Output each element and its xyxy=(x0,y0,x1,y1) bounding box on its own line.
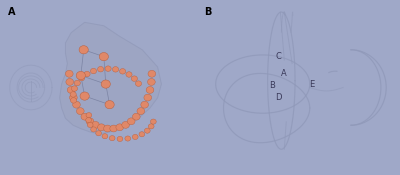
Circle shape xyxy=(74,80,80,86)
Circle shape xyxy=(70,94,77,101)
Circle shape xyxy=(105,66,111,71)
Circle shape xyxy=(144,128,150,133)
Circle shape xyxy=(87,122,93,128)
Circle shape xyxy=(120,69,126,74)
Circle shape xyxy=(86,113,92,118)
Circle shape xyxy=(132,113,140,120)
Circle shape xyxy=(104,125,111,132)
Circle shape xyxy=(70,92,76,97)
Circle shape xyxy=(109,136,115,141)
Circle shape xyxy=(132,134,138,139)
Circle shape xyxy=(144,94,152,101)
Circle shape xyxy=(79,46,88,54)
Circle shape xyxy=(81,113,89,120)
Text: B: B xyxy=(270,81,276,90)
Circle shape xyxy=(86,118,94,125)
Circle shape xyxy=(125,136,131,141)
Circle shape xyxy=(78,75,85,81)
Circle shape xyxy=(102,134,108,139)
Circle shape xyxy=(90,68,96,74)
Circle shape xyxy=(84,71,90,77)
Circle shape xyxy=(127,118,135,125)
Circle shape xyxy=(126,72,132,77)
Circle shape xyxy=(131,76,138,81)
Circle shape xyxy=(105,100,114,109)
Circle shape xyxy=(67,86,75,93)
Circle shape xyxy=(80,92,89,100)
Circle shape xyxy=(139,132,145,137)
Circle shape xyxy=(137,108,145,115)
Circle shape xyxy=(122,121,130,128)
Circle shape xyxy=(110,125,118,132)
Circle shape xyxy=(150,119,156,124)
Circle shape xyxy=(98,66,104,72)
Circle shape xyxy=(136,81,142,86)
Circle shape xyxy=(73,101,80,108)
Circle shape xyxy=(101,80,110,88)
Circle shape xyxy=(70,98,77,103)
Polygon shape xyxy=(60,22,162,134)
Circle shape xyxy=(91,127,96,132)
Text: A: A xyxy=(282,69,287,78)
Circle shape xyxy=(148,124,154,129)
Circle shape xyxy=(117,136,123,142)
Text: A: A xyxy=(8,7,15,17)
Circle shape xyxy=(148,79,155,85)
Circle shape xyxy=(92,121,99,128)
Circle shape xyxy=(141,101,148,108)
Text: C: C xyxy=(276,52,281,61)
Circle shape xyxy=(99,52,108,61)
Text: D: D xyxy=(275,93,282,102)
Circle shape xyxy=(146,86,154,93)
Text: E: E xyxy=(309,80,314,89)
Circle shape xyxy=(98,124,105,131)
Circle shape xyxy=(96,131,102,136)
Circle shape xyxy=(112,67,119,72)
Circle shape xyxy=(66,79,74,85)
Circle shape xyxy=(116,124,124,131)
Circle shape xyxy=(148,70,156,77)
Circle shape xyxy=(86,118,92,123)
Text: B: B xyxy=(204,7,211,17)
Circle shape xyxy=(71,86,78,91)
Circle shape xyxy=(76,108,84,115)
Circle shape xyxy=(76,71,86,80)
Circle shape xyxy=(66,70,73,77)
